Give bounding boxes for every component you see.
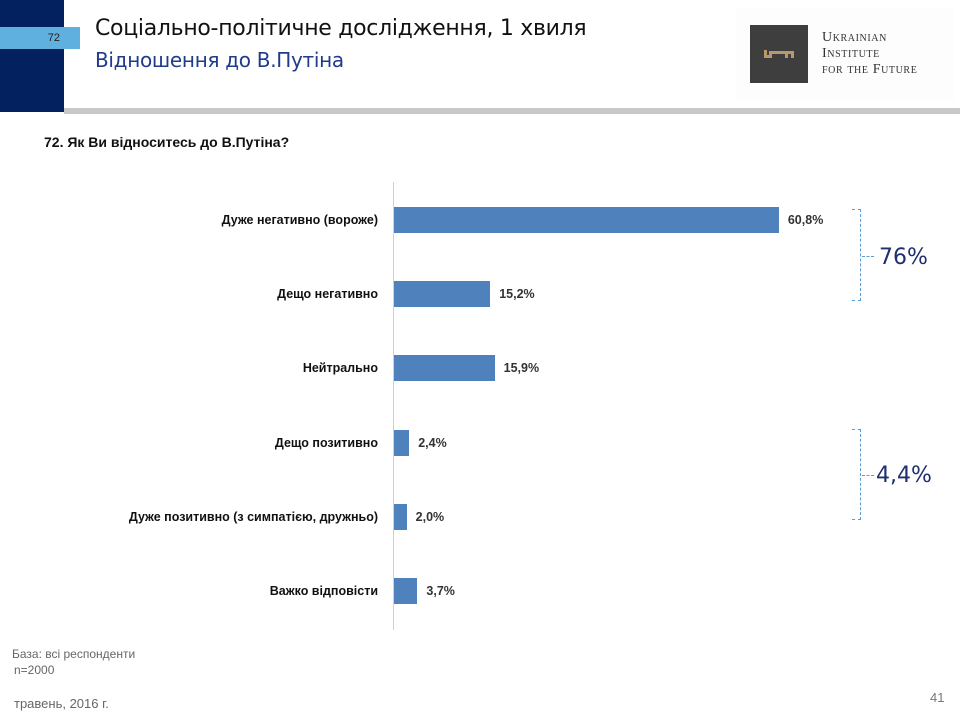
bar-row: Нейтрально 15,9% <box>0 355 960 381</box>
value-label: 2,0% <box>415 510 445 524</box>
logo-line: for the Future <box>822 62 918 77</box>
bar-row: Важко відповісти 3,7% <box>0 578 960 604</box>
positive-total-label: 4,4% <box>876 463 932 488</box>
bar-row: Дещо негативно 15,2% <box>0 281 960 307</box>
survey-date: травень, 2016 г. <box>14 696 109 711</box>
chart-axis <box>393 182 394 630</box>
header-divider <box>64 108 960 114</box>
category-label: Дещо позитивно <box>274 436 378 450</box>
base-note: База: всі респонденти <box>12 647 136 661</box>
value-label: 15,9% <box>503 361 540 375</box>
question-title: 72. Як Ви відноситесь до В.Путіна? <box>44 134 290 150</box>
bar <box>394 207 779 233</box>
negative-total-label: 76% <box>879 245 928 270</box>
bracket-positive <box>852 429 861 520</box>
key-icon <box>764 50 794 58</box>
category-label: Дещо негативно <box>277 287 378 301</box>
header-navy-block <box>0 0 64 112</box>
bar <box>394 504 407 530</box>
category-label: Важко відповісти <box>269 584 378 598</box>
page-number: 41 <box>930 690 945 705</box>
bar <box>394 430 410 456</box>
bar <box>394 578 418 604</box>
logo-line: Institute <box>822 46 880 61</box>
bar-row: Дуже негативно (вороже) 60,8% <box>0 207 960 233</box>
logo-line: Ukrainian <box>822 30 887 45</box>
bar-row: Дуже позитивно (з симпатією, дружньо) 2,0… <box>0 504 960 530</box>
category-label: Дуже негативно (вороже) <box>221 213 378 227</box>
bracket-negative-tick <box>862 256 874 257</box>
bar-row: Дещо позитивно 2,4% <box>0 430 960 456</box>
value-label: 60,8% <box>787 213 824 227</box>
logo-text: Ukrainian Institute for the Future <box>822 30 917 78</box>
value-label: 15,2% <box>499 287 535 301</box>
bar <box>394 355 495 381</box>
value-label: 3,7% <box>426 584 455 598</box>
slide-number-tab: 72 <box>0 27 80 49</box>
sample-size: n=2000 <box>14 663 55 677</box>
bar <box>394 281 491 307</box>
value-label: 2,4% <box>418 436 447 450</box>
bracket-positive-tick <box>862 475 874 476</box>
category-label: Нейтрально <box>302 361 378 375</box>
bracket-negative <box>852 209 861 301</box>
page-subtitle: Відношення до В.Путіна <box>95 48 344 72</box>
page-title: Соціально-політичне дослідження, 1 хвиля <box>95 16 587 41</box>
category-label: Дуже позитивно (з симпатією, дружньо) <box>128 510 378 524</box>
